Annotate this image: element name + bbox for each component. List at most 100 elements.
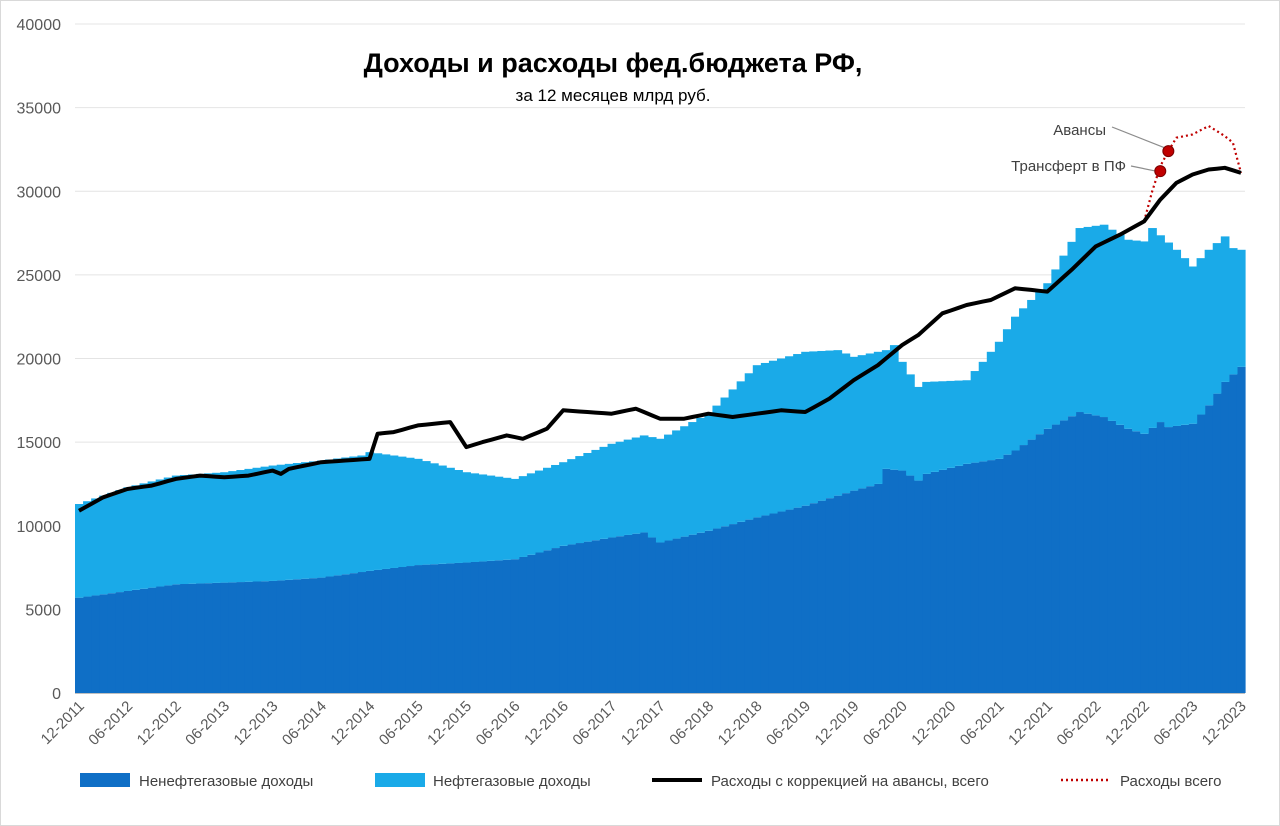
bar-oil-gas — [454, 470, 463, 563]
bar-oil-gas — [978, 361, 988, 462]
bar-non-oil — [768, 513, 778, 693]
bar-oil-gas — [478, 474, 488, 562]
bar-non-oil — [212, 582, 221, 693]
bar-oil-gas — [413, 458, 423, 566]
bar-oil-gas — [438, 465, 447, 564]
bar-non-oil — [1196, 414, 1206, 693]
bar-non-oil — [1164, 427, 1173, 693]
bar-non-oil — [1002, 454, 1012, 693]
bar-non-oil — [236, 582, 246, 693]
bar-oil-gas — [470, 473, 480, 562]
bar-non-oil — [1083, 413, 1093, 693]
legend-label-nonoil: Ненефтегазовые доходы — [139, 773, 313, 790]
bar-oil-gas — [599, 446, 609, 539]
bar-oil-gas — [777, 358, 786, 512]
bar-non-oil — [785, 509, 794, 693]
annotation-leader-transfer — [1130, 165, 1157, 172]
bar-oil-gas — [1002, 329, 1012, 455]
bar-non-oil — [1188, 423, 1198, 693]
bar-oil-gas — [825, 350, 835, 499]
bar-non-oil — [1236, 366, 1246, 693]
bar-non-oil — [1027, 439, 1036, 693]
bar-oil-gas — [865, 353, 875, 487]
bar-non-oil — [736, 521, 746, 693]
marker-avansy — [1162, 145, 1175, 158]
bar-non-oil — [938, 469, 948, 693]
bar-oil-gas — [365, 452, 375, 571]
bar-oil-gas — [720, 397, 730, 527]
bar-oil-gas — [333, 458, 342, 576]
y-tick-label: 35000 — [17, 101, 62, 118]
bar-non-oil — [1051, 424, 1061, 693]
bar-non-oil — [292, 579, 302, 693]
bar-non-oil — [543, 550, 552, 693]
bar-oil-gas — [373, 453, 383, 570]
bar-non-oil — [551, 548, 560, 693]
bar-oil-gas — [300, 462, 310, 579]
bar-oil-gas — [252, 467, 262, 582]
bar-non-oil — [583, 541, 593, 693]
bar-non-oil — [486, 560, 496, 693]
bar-oil-gas — [147, 481, 157, 588]
bar-oil-gas — [397, 456, 407, 568]
bar-oil-gas — [889, 345, 899, 470]
bar-oil-gas — [325, 459, 334, 577]
bar-oil-gas — [930, 381, 939, 472]
bar-oil-gas — [510, 478, 520, 560]
bar-oil-gas — [639, 435, 649, 533]
bar-non-oil — [744, 519, 754, 693]
bar-non-oil — [1172, 425, 1182, 693]
bar-oil-gas — [171, 475, 181, 585]
bar-non-oil — [518, 556, 528, 693]
bar-oil-gas — [1132, 240, 1141, 432]
bar-non-oil — [163, 585, 173, 693]
bar-oil-gas — [809, 351, 818, 504]
bar-oil-gas — [1051, 269, 1061, 425]
non-oil-revenue-series — [75, 366, 1246, 693]
bar-oil-gas — [1228, 248, 1238, 375]
bar-oil-gas — [276, 464, 286, 581]
bar-non-oil — [365, 570, 375, 693]
bar-oil-gas — [1196, 258, 1206, 415]
bar-oil-gas — [1067, 241, 1077, 417]
bar-non-oil — [260, 581, 270, 693]
expense-lines — [78, 124, 1243, 513]
bar-oil-gas — [284, 463, 294, 580]
bar-non-oil — [405, 566, 415, 693]
bar-oil-gas — [785, 356, 794, 510]
bar-non-oil — [906, 475, 915, 693]
bar-non-oil — [430, 564, 439, 693]
bar-oil-gas — [946, 380, 956, 468]
bar-oil-gas — [736, 381, 746, 522]
bar-non-oil — [196, 583, 205, 693]
bar-non-oil — [1059, 420, 1069, 693]
chart-title: Доходы и расходы фед.бюджета РФ, — [364, 48, 863, 78]
bar-non-oil — [83, 596, 92, 693]
bar-oil-gas — [1115, 234, 1125, 425]
bar-non-oil — [1132, 431, 1141, 693]
bar-non-oil — [123, 590, 133, 693]
bar-oil-gas — [196, 473, 205, 584]
bar-oil-gas — [155, 479, 165, 587]
bar-non-oil — [1212, 393, 1222, 693]
bar-non-oil — [978, 461, 988, 693]
bar-non-oil — [559, 545, 568, 693]
bar-oil-gas — [1188, 266, 1198, 424]
bar-oil-gas — [228, 471, 237, 583]
bar-non-oil — [421, 564, 431, 693]
bar-oil-gas — [1156, 235, 1165, 423]
bar-oil-gas — [583, 452, 593, 542]
bar-non-oil — [849, 490, 859, 693]
bar-oil-gas — [107, 492, 116, 594]
bar-oil-gas — [1212, 243, 1222, 394]
bar-non-oil — [381, 568, 391, 693]
bar-non-oil — [1140, 433, 1149, 693]
bar-non-oil — [462, 562, 471, 693]
bar-non-oil — [898, 470, 907, 693]
bar-non-oil — [438, 563, 447, 693]
bar-non-oil — [857, 488, 867, 693]
bar-oil-gas — [873, 351, 883, 484]
bar-oil-gas — [1075, 228, 1085, 413]
bar-oil-gas — [954, 380, 964, 466]
bar-oil-gas — [1091, 225, 1101, 416]
